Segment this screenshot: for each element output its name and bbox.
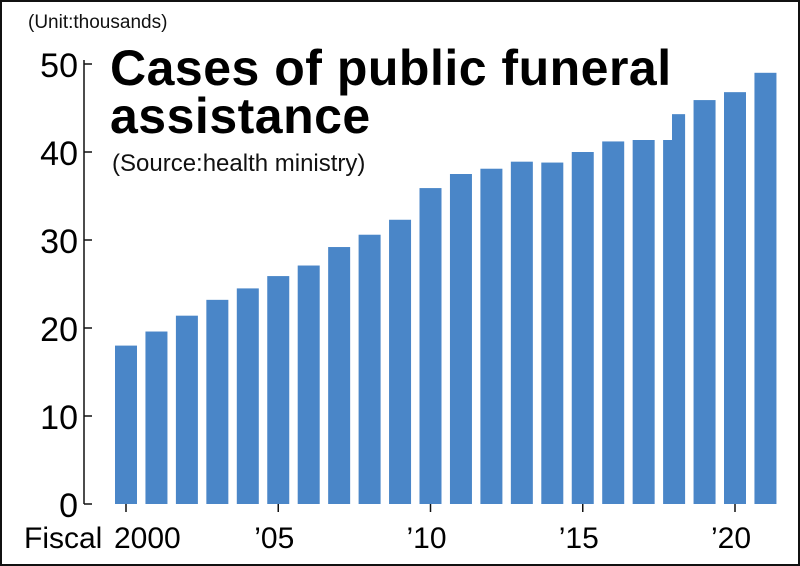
bar-2000 <box>115 345 137 504</box>
y-tick-label-10: 10 <box>40 399 78 437</box>
bar-2005 <box>267 276 290 504</box>
y-tick-label-0: 0 <box>59 487 78 525</box>
source-note: (Source:health ministry) <box>112 150 366 178</box>
y-tick-label-40: 40 <box>40 135 78 173</box>
bar-2019 <box>693 100 716 504</box>
bar-2004 <box>236 288 259 504</box>
bar-2017 <box>632 124 655 504</box>
x-tick-labels: Fiscal 2000 ’05 ’10 ’15 ’20 <box>24 522 751 555</box>
bar-2013 <box>510 161 533 504</box>
bar-2006 <box>297 265 320 504</box>
chart-title: Cases of public funeral assistance <box>110 40 672 144</box>
y-tick-labels: 0 10 20 30 40 50 <box>40 47 78 525</box>
chart-title-line1: Cases of public funeral <box>110 40 672 96</box>
bar-2014 <box>541 162 564 504</box>
bar-2012 <box>480 168 503 504</box>
x-tick-label-2000: 2000 <box>114 522 181 555</box>
y-tick-label-30: 30 <box>40 223 78 261</box>
bar-2007 <box>328 247 351 505</box>
bar-2018 <box>663 114 686 504</box>
bar-2020 <box>724 92 746 504</box>
bar-2021 <box>754 72 777 505</box>
bar-2008 <box>358 234 381 504</box>
x-tick-label-2020: ’20 <box>711 522 751 555</box>
bar-2015 <box>571 152 594 504</box>
x-tick-label-2005: ’05 <box>254 522 294 555</box>
x-tick-label-2010: ’10 <box>406 522 446 555</box>
chart-title-line2: assistance <box>110 88 371 144</box>
bar-2010 <box>419 188 442 504</box>
unit-label: (Unit:thousands) <box>28 12 168 33</box>
y-tick-label-50: 50 <box>40 47 78 85</box>
axes-group <box>83 60 736 512</box>
bar-2011 <box>449 174 472 504</box>
y-tick-label-20: 20 <box>40 311 78 349</box>
x-prefix-label: Fiscal <box>24 522 102 555</box>
bar-2003 <box>206 299 229 504</box>
bars-group <box>115 72 777 505</box>
bar-2001 <box>145 331 168 504</box>
bar-2002 <box>175 315 198 504</box>
x-tick-label-2015: ’15 <box>559 522 599 555</box>
bar-2016 <box>602 141 625 504</box>
bar-2009 <box>389 219 412 504</box>
